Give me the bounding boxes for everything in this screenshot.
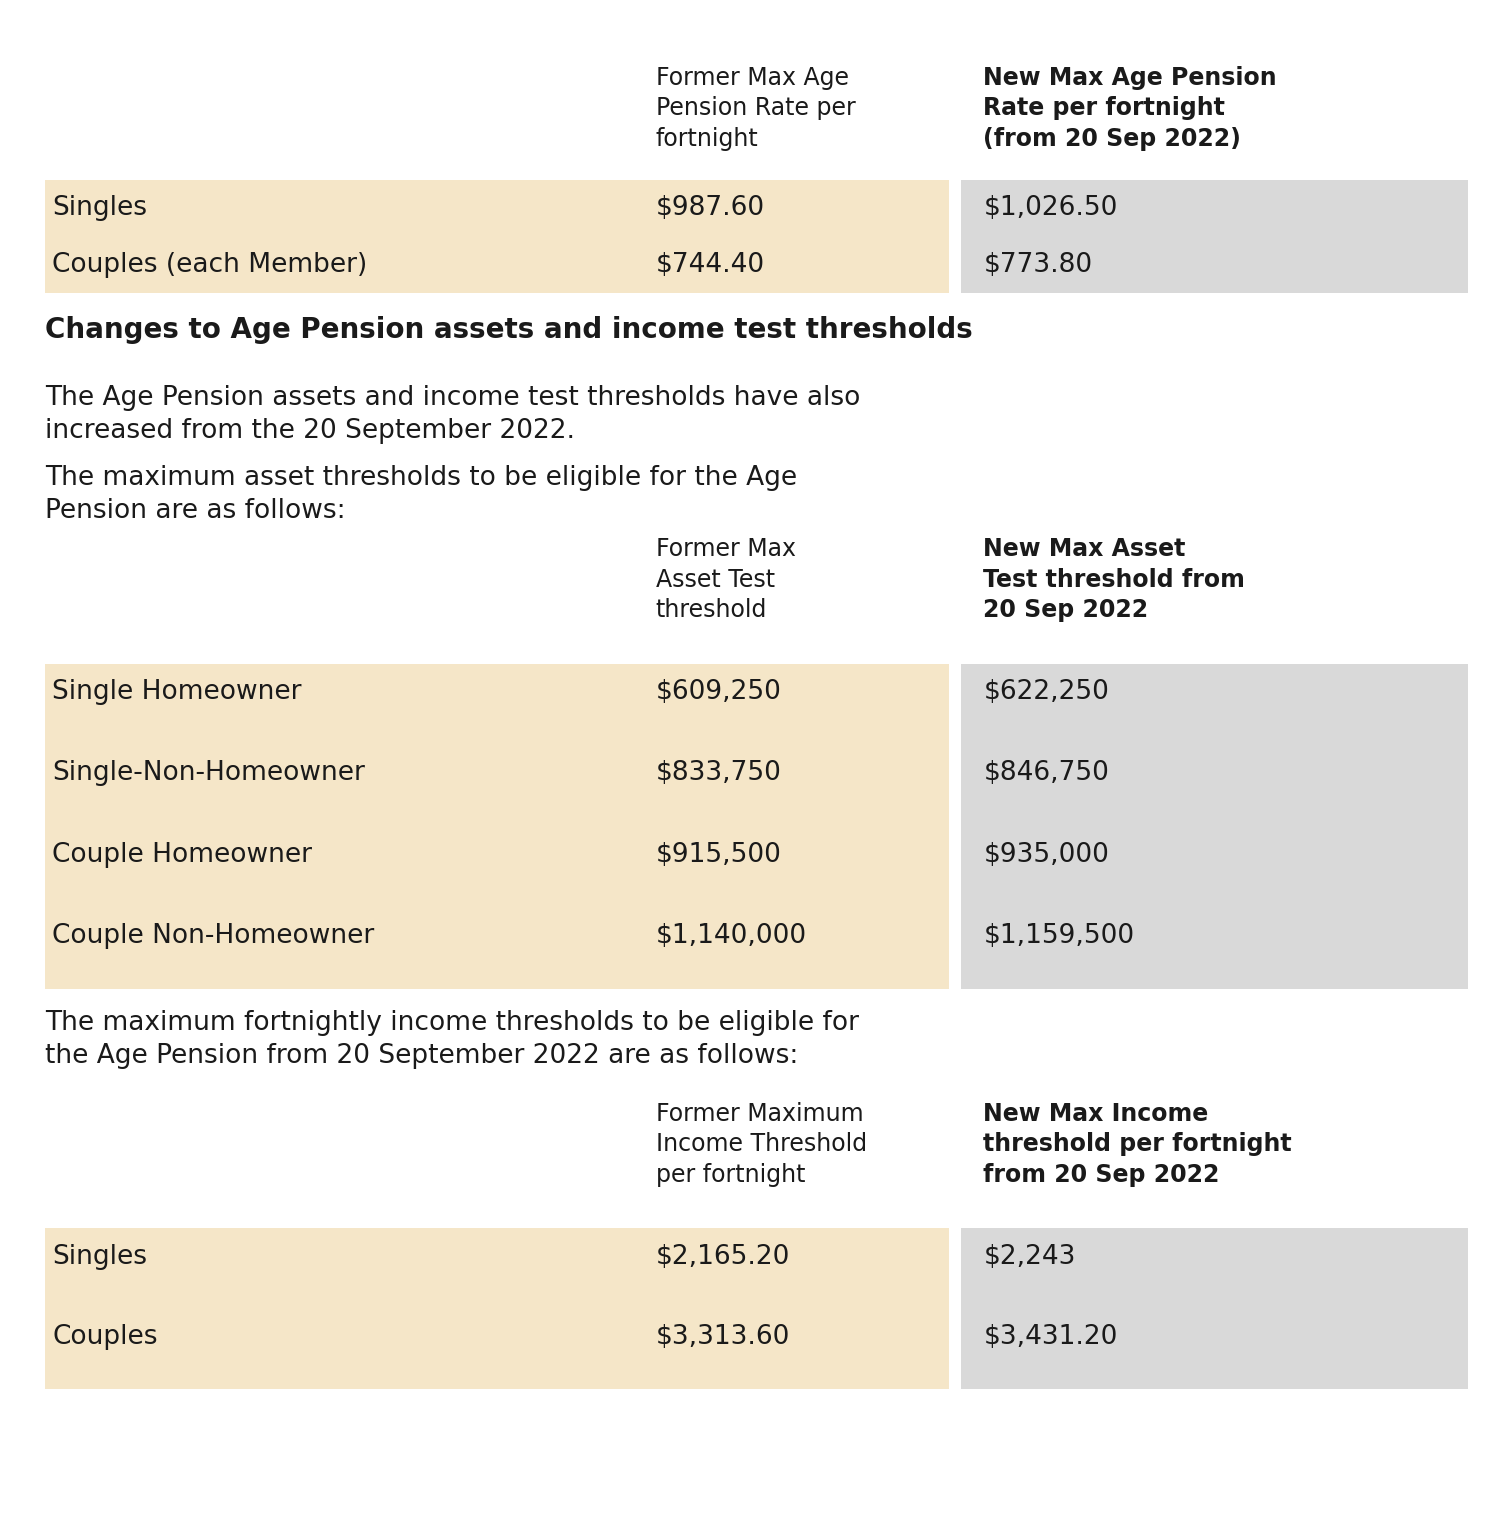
FancyBboxPatch shape bbox=[45, 180, 949, 293]
Text: New Max Age Pension
Rate per fortnight
(from 20 Sep 2022): New Max Age Pension Rate per fortnight (… bbox=[983, 66, 1277, 151]
Text: Couple Non-Homeowner: Couple Non-Homeowner bbox=[52, 923, 374, 949]
FancyBboxPatch shape bbox=[961, 1228, 1468, 1389]
FancyBboxPatch shape bbox=[961, 180, 1468, 293]
Text: $2,243: $2,243 bbox=[983, 1244, 1076, 1270]
Text: Former Max
Asset Test
threshold: Former Max Asset Test threshold bbox=[656, 537, 796, 623]
Text: $1,140,000: $1,140,000 bbox=[656, 923, 806, 949]
Text: New Max Income
threshold per fortnight
from 20 Sep 2022: New Max Income threshold per fortnight f… bbox=[983, 1102, 1292, 1187]
Text: $833,750: $833,750 bbox=[656, 760, 781, 786]
Text: The maximum fortnightly income thresholds to be eligible for
the Age Pension fro: The maximum fortnightly income threshold… bbox=[45, 1010, 858, 1070]
Text: Couples (each Member): Couples (each Member) bbox=[52, 252, 368, 278]
Text: Single-Non-Homeowner: Single-Non-Homeowner bbox=[52, 760, 365, 786]
Text: Former Maximum
Income Threshold
per fortnight: Former Maximum Income Threshold per fort… bbox=[656, 1102, 867, 1187]
Text: Single Homeowner: Single Homeowner bbox=[52, 679, 301, 705]
Text: Changes to Age Pension assets and income test thresholds: Changes to Age Pension assets and income… bbox=[45, 316, 973, 343]
Text: Singles: Singles bbox=[52, 195, 148, 221]
Text: The maximum asset thresholds to be eligible for the Age
Pension are as follows:: The maximum asset thresholds to be eligi… bbox=[45, 465, 797, 525]
FancyBboxPatch shape bbox=[45, 664, 949, 989]
Text: $773.80: $773.80 bbox=[983, 252, 1092, 278]
Text: Singles: Singles bbox=[52, 1244, 148, 1270]
Text: $987.60: $987.60 bbox=[656, 195, 764, 221]
Text: $915,500: $915,500 bbox=[656, 842, 781, 868]
Text: $2,165.20: $2,165.20 bbox=[656, 1244, 790, 1270]
Text: Former Max Age
Pension Rate per
fortnight: Former Max Age Pension Rate per fortnigh… bbox=[656, 66, 855, 151]
FancyBboxPatch shape bbox=[45, 1228, 949, 1389]
FancyBboxPatch shape bbox=[961, 664, 1468, 989]
Text: $609,250: $609,250 bbox=[656, 679, 781, 705]
Text: $846,750: $846,750 bbox=[983, 760, 1109, 786]
Text: Couples: Couples bbox=[52, 1323, 158, 1351]
Text: $3,431.20: $3,431.20 bbox=[983, 1323, 1118, 1351]
Text: $3,313.60: $3,313.60 bbox=[656, 1323, 790, 1351]
Text: $1,159,500: $1,159,500 bbox=[983, 923, 1134, 949]
Text: $1,026.50: $1,026.50 bbox=[983, 195, 1118, 221]
Text: $744.40: $744.40 bbox=[656, 252, 764, 278]
Text: New Max Asset
Test threshold from
20 Sep 2022: New Max Asset Test threshold from 20 Sep… bbox=[983, 537, 1246, 623]
Text: $935,000: $935,000 bbox=[983, 842, 1109, 868]
Text: Couple Homeowner: Couple Homeowner bbox=[52, 842, 311, 868]
Text: The Age Pension assets and income test thresholds have also
increased from the 2: The Age Pension assets and income test t… bbox=[45, 385, 860, 444]
Text: $622,250: $622,250 bbox=[983, 679, 1109, 705]
